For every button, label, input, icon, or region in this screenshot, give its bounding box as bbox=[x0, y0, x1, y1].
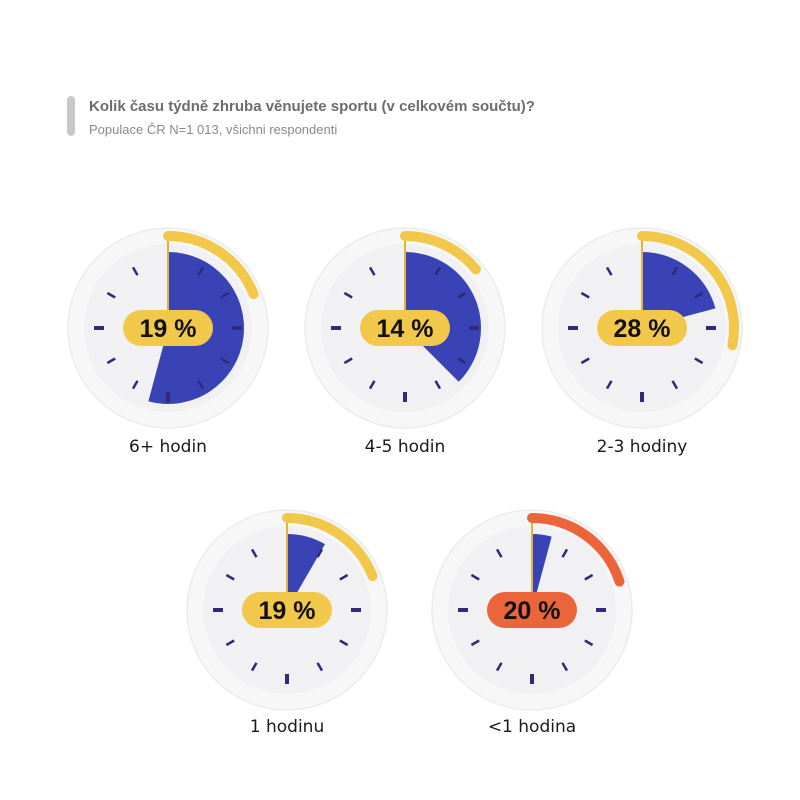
hour-tick bbox=[561, 662, 569, 672]
category-label: 4-5 hodin bbox=[365, 437, 446, 457]
hour-tick bbox=[470, 573, 480, 581]
hour-tick bbox=[584, 639, 594, 647]
clock-1: 19 % 6+ hodin bbox=[67, 227, 269, 457]
hour-tick bbox=[316, 548, 324, 558]
hour-tick bbox=[250, 548, 258, 558]
clock-5: 20 % <1 hodina bbox=[431, 509, 633, 737]
hour-tick bbox=[470, 639, 480, 647]
hour-tick bbox=[694, 357, 704, 365]
hour-tick bbox=[225, 639, 235, 647]
percent-value: 19 % bbox=[140, 315, 197, 343]
hour-tick bbox=[605, 266, 613, 276]
percent-value: 20 % bbox=[504, 597, 561, 625]
category-label: <1 hodina bbox=[488, 717, 576, 737]
hour-tick bbox=[457, 291, 467, 299]
clock-4: 19 % 1 hodinu bbox=[186, 509, 388, 737]
hour-tick bbox=[580, 291, 590, 299]
hour-tick bbox=[580, 357, 590, 365]
category-label: 1 hodinu bbox=[250, 717, 324, 737]
hour-tick bbox=[316, 662, 324, 672]
hour-tick bbox=[197, 266, 205, 276]
hour-tick bbox=[131, 380, 139, 390]
chart-subtitle: Populace ČR N=1 013, všichni respondenti bbox=[89, 122, 338, 137]
progress-ring bbox=[282, 513, 378, 582]
hour-tick bbox=[197, 380, 205, 390]
hour-tick bbox=[671, 266, 679, 276]
hour-tick bbox=[225, 573, 235, 581]
hour-tick bbox=[131, 266, 139, 276]
hour-tick bbox=[106, 291, 116, 299]
hour-tick bbox=[339, 573, 349, 581]
hour-tick bbox=[368, 266, 376, 276]
hour-tick bbox=[343, 357, 353, 365]
progress-ring bbox=[637, 231, 739, 351]
progress-ring bbox=[400, 231, 481, 275]
percent-value: 14 % bbox=[377, 315, 434, 343]
hour-tick bbox=[220, 291, 230, 299]
clock-3: 28 % 2-3 hodiny bbox=[541, 227, 743, 457]
time-wedge bbox=[532, 534, 552, 610]
hour-tick bbox=[368, 380, 376, 390]
percent-value: 19 % bbox=[259, 597, 316, 625]
clock-2: 14 % 4-5 hodin bbox=[304, 227, 506, 457]
hour-tick bbox=[561, 548, 569, 558]
percent-badge bbox=[242, 592, 332, 628]
progress-ring bbox=[527, 513, 625, 587]
percent-badge bbox=[123, 310, 213, 346]
hour-tick bbox=[343, 291, 353, 299]
title-accent-bar bbox=[67, 96, 75, 136]
category-label: 2-3 hodiny bbox=[597, 437, 688, 457]
time-wedge bbox=[642, 252, 716, 328]
hour-tick bbox=[434, 266, 442, 276]
hour-tick bbox=[495, 548, 503, 558]
progress-ring bbox=[163, 231, 259, 300]
hour-tick bbox=[106, 357, 116, 365]
hour-tick bbox=[605, 380, 613, 390]
hour-tick bbox=[250, 662, 258, 672]
time-wedge bbox=[287, 534, 325, 610]
hour-tick bbox=[584, 573, 594, 581]
hour-tick bbox=[457, 357, 467, 365]
category-label: 6+ hodin bbox=[129, 437, 207, 457]
hour-tick bbox=[495, 662, 503, 672]
hour-tick bbox=[220, 357, 230, 365]
hour-tick bbox=[339, 639, 349, 647]
hour-tick bbox=[671, 380, 679, 390]
hour-tick bbox=[694, 291, 704, 299]
percent-badge bbox=[487, 592, 577, 628]
percent-badge bbox=[597, 310, 687, 346]
percent-badge bbox=[360, 310, 450, 346]
chart-title: Kolik času týdně zhruba věnujete sportu … bbox=[89, 98, 535, 115]
percent-value: 28 % bbox=[614, 315, 671, 343]
hour-tick bbox=[434, 380, 442, 390]
